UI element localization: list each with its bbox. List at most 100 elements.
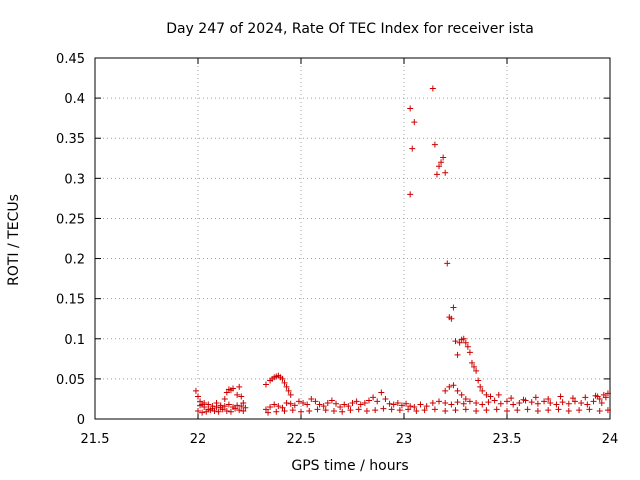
data-point: [431, 141, 438, 148]
data-point: [497, 400, 504, 407]
data-point: [386, 400, 393, 407]
data-point: [328, 397, 335, 404]
data-point: [205, 401, 212, 408]
data-point: [330, 407, 337, 414]
data-point: [590, 398, 597, 405]
data-point: [382, 395, 389, 402]
data-point: [444, 260, 451, 267]
y-tick-label: 0.2: [64, 253, 85, 268]
data-point: [604, 390, 611, 397]
data-point: [534, 407, 541, 414]
data-point: [446, 383, 453, 390]
data-point: [559, 399, 566, 406]
data-point: [279, 404, 286, 411]
data-point: [353, 398, 360, 405]
data-point: [339, 408, 346, 415]
x-tick-label: 22: [190, 432, 207, 447]
data-point: [357, 401, 364, 408]
data-point: [320, 403, 327, 410]
data-point: [324, 399, 331, 406]
data-point: [602, 394, 609, 401]
x-tick-label: 23.5: [493, 432, 522, 447]
data-point: [485, 399, 492, 406]
data-point: [440, 154, 447, 161]
data-point: [504, 407, 510, 414]
x-axis-title: GPS time / hours: [291, 458, 408, 474]
data-point: [565, 407, 572, 414]
data-point: [223, 407, 230, 414]
y-tick-label: 0.35: [56, 132, 85, 147]
data-point: [473, 399, 480, 406]
data-points: [192, 85, 611, 416]
data-point: [285, 387, 292, 394]
data-point: [390, 401, 397, 408]
data-point: [516, 399, 523, 406]
data-point: [209, 405, 216, 412]
data-point: [283, 399, 290, 406]
y-tick-label: 0.05: [56, 373, 85, 388]
data-point: [361, 399, 368, 406]
data-point: [524, 406, 531, 413]
data-point: [598, 399, 605, 406]
data-point: [429, 399, 436, 406]
data-point: [411, 403, 418, 410]
data-point: [421, 407, 428, 414]
data-point: [565, 400, 572, 407]
data-point: [201, 399, 208, 406]
x-tick-label: 21.5: [81, 432, 110, 447]
data-point: [464, 343, 471, 350]
data-point: [479, 387, 486, 394]
data-point: [378, 389, 385, 396]
data-point: [242, 404, 249, 411]
data-point: [448, 401, 455, 408]
data-point: [557, 393, 564, 400]
data-point: [462, 339, 469, 346]
data-point: [413, 407, 420, 414]
data-point: [596, 407, 603, 414]
y-tick-label: 0.25: [56, 212, 85, 227]
data-point: [308, 395, 315, 402]
data-point: [349, 399, 356, 406]
data-point: [431, 406, 438, 413]
data-point: [582, 394, 589, 401]
data-point: [287, 391, 294, 398]
data-point: [195, 407, 201, 414]
data-point: [398, 402, 405, 409]
x-tick-label: 24: [602, 432, 619, 447]
x-tick-label: 23: [396, 432, 413, 447]
data-point: [571, 398, 578, 405]
data-point: [487, 393, 494, 400]
data-point: [238, 393, 245, 400]
y-tick-label: 0.4: [64, 92, 85, 107]
data-point: [262, 381, 269, 388]
data-point: [592, 392, 599, 399]
data-point: [240, 399, 247, 406]
data-point: [541, 398, 548, 405]
data-point: [438, 159, 445, 166]
data-point: [466, 349, 473, 356]
data-point: [298, 408, 304, 415]
data-point: [306, 407, 313, 414]
data-point: [345, 403, 352, 410]
y-tick-label: 0.15: [56, 293, 85, 308]
data-point: [442, 169, 449, 176]
data-point: [363, 407, 370, 414]
data-point: [283, 383, 290, 390]
plot-frame: [94, 57, 611, 420]
data-point: [333, 400, 340, 407]
data-point: [234, 391, 241, 398]
data-point: [584, 401, 591, 408]
data-point: [462, 395, 469, 402]
data-point: [273, 408, 280, 415]
data-point: [545, 407, 552, 414]
data-point: [604, 407, 611, 414]
data-point: [240, 407, 247, 414]
data-point: [287, 400, 294, 407]
data-point: [417, 401, 424, 408]
data-point: [483, 391, 490, 398]
data-point: [429, 85, 436, 92]
data-point: [230, 385, 237, 392]
data-point: [456, 339, 463, 346]
data-point: [454, 399, 461, 406]
data-point: [403, 400, 410, 407]
